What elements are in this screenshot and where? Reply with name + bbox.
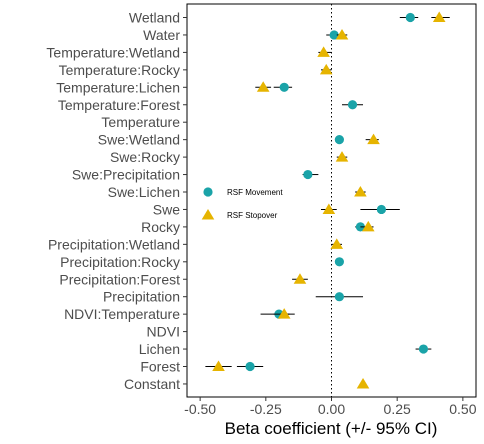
y-tick-label-swe-lichen: Swe:Lichen [108, 184, 180, 200]
legend-label-rsf-stopover: RSF Stopover [227, 211, 278, 220]
y-tick-label-temperature: Temperature [101, 114, 180, 130]
point-rsf-movement-swe-precipitation [303, 169, 313, 180]
point-rsf-stopover-ndvi-temperature [277, 308, 291, 319]
point-rsf-stopover-temperature-wetland [317, 46, 330, 57]
point-rsf-stopover-precipitation-forest [293, 273, 307, 284]
y-tick-label-swe: Swe [153, 201, 180, 217]
point-rsf-stopover-wetland [432, 11, 446, 22]
y-tick-label-temperature-rocky: Temperature:Rocky [59, 62, 180, 78]
point-rsf-movement-forest [245, 361, 255, 372]
point-rsf-movement-wetland [405, 12, 415, 23]
point-rsf-movement-temperature-forest [347, 100, 358, 110]
point-rsf-stopover-water [335, 28, 349, 40]
point-rsf-movement-temperature-lichen [279, 82, 289, 92]
point-rsf-stopover-swe-wetland [367, 133, 380, 145]
point-rsf-stopover-forest [212, 360, 225, 371]
point-rsf-stopover-temperature-rocky [319, 63, 333, 75]
x-axis-title: Beta coefficient (+/- 95% CI) [225, 419, 438, 438]
y-tick-label-temperature-forest: Temperature:Forest [58, 97, 180, 113]
point-rsf-movement-swe-wetland [334, 135, 344, 145]
y-tick-label-ndvi: NDVI [147, 324, 180, 340]
series-rsf-movement [236, 12, 432, 372]
point-rsf-stopover-temperature-lichen [256, 81, 270, 92]
series-rsf-stopover [205, 11, 450, 389]
legend-key-rsf-stopover [201, 209, 215, 220]
point-rsf-stopover-swe [322, 203, 336, 214]
point-rsf-movement-water [329, 30, 339, 40]
y-tick-label-precipitation-forest: Precipitation:Forest [59, 271, 180, 287]
y-tick-label-swe-wetland: Swe:Wetland [98, 132, 180, 148]
point-rsf-stopover-rocky [361, 220, 375, 232]
y-tick-label-rocky: Rocky [141, 219, 180, 235]
x-tick-label-2: 0.00 [318, 401, 345, 417]
y-tick-label-constant: Constant [124, 376, 180, 392]
x-tick-label-3: 0.25 [384, 401, 411, 417]
point-rsf-movement-swe [376, 204, 387, 215]
y-tick-label-temperature-lichen: Temperature:Lichen [56, 79, 180, 95]
y-tick-label-precipitation-rocky: Precipitation:Rocky [60, 254, 180, 270]
point-rsf-stopover-constant [356, 377, 370, 389]
x-tick-label-1: -0.25 [250, 401, 282, 417]
y-tick-label-wetland: Wetland [129, 10, 180, 26]
y-tick-label-forest: Forest [140, 359, 180, 375]
legend: RSF Movement RSF Stopover [201, 187, 283, 220]
y-tick-label-temperature-wetland: Temperature:Wetland [46, 44, 180, 60]
y-tick-label-precipitation-wetland: Precipitation:Wetland [48, 236, 180, 252]
point-rsf-movement-precipitation [334, 292, 344, 302]
x-tick-label-4: 0.50 [449, 401, 476, 417]
y-tick-label-lichen: Lichen [139, 341, 180, 357]
y-tick-label-swe-precipitation: Swe:Precipitation [72, 167, 180, 183]
y-tick-label-swe-rocky: Swe:Rocky [110, 149, 180, 165]
point-rsf-stopover-swe-lichen [354, 186, 367, 197]
legend-key-rsf-movement [203, 187, 213, 197]
y-tick-label-ndvi-temperature: NDVI:Temperature [64, 306, 180, 322]
legend-label-rsf-movement: RSF Movement [227, 188, 283, 197]
point-rsf-stopover-swe-rocky [335, 151, 349, 162]
y-tick-label-water: Water [143, 27, 180, 43]
x-tick-label-0: -0.50 [184, 401, 216, 417]
point-rsf-movement-precipitation-rocky [334, 257, 344, 267]
y-tick-label-precipitation: Precipitation [103, 289, 180, 305]
point-rsf-movement-lichen [418, 344, 429, 354]
point-rsf-stopover-precipitation-wetland [330, 238, 344, 249]
